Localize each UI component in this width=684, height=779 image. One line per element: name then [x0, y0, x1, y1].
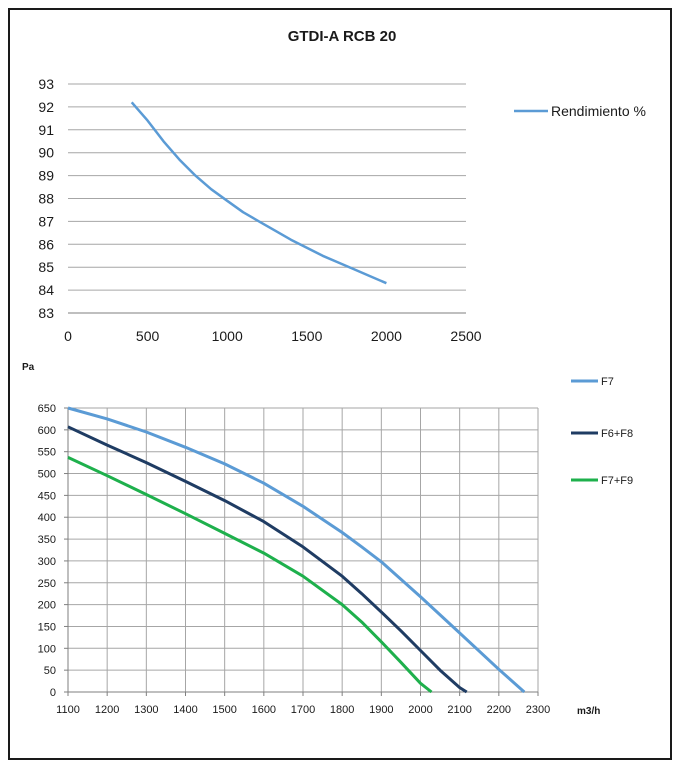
chart2-y-tick-label: 50	[44, 665, 56, 677]
chart1-legend-label: Rendimiento %	[551, 103, 646, 119]
chart2-x-tick-label: 2300	[526, 704, 550, 716]
chart-frame	[8, 8, 672, 760]
chart2-series-line-f6-f8	[67, 425, 468, 694]
chart2-y-tick-label: 150	[38, 621, 56, 633]
chart1-y-tick-label: 87	[38, 213, 54, 229]
chart2-x-tick-label: 2100	[447, 704, 471, 716]
chart2-legend-label-f7: F7	[601, 376, 614, 388]
chart1-x-tick-label: 1000	[212, 328, 243, 344]
chart1-x-tick-label: 0	[64, 328, 72, 344]
chart2-x-tick-label: 1600	[252, 704, 276, 716]
chart1-y-tick-label: 86	[38, 236, 54, 252]
chart2-x-tick-label: 1500	[212, 704, 236, 716]
chart2-series-line-f7	[67, 406, 526, 694]
chart2-legend-label-f7-f9: F7+F9	[601, 475, 633, 487]
chart2-y-tick-label: 550	[38, 447, 56, 459]
chart1-y-tick-label: 93	[38, 76, 54, 92]
chart1-y-tick-label: 84	[38, 282, 54, 298]
chart2-x-tick-label: 1700	[291, 704, 315, 716]
chart1-y-tick-label: 85	[38, 259, 54, 275]
chart1-x-tick-label: 2000	[371, 328, 402, 344]
chart2-y-tick-label: 600	[38, 425, 56, 437]
chart1-title: GTDI-A RCB 20	[288, 28, 397, 45]
chart2-y-tick-label: 100	[38, 643, 56, 655]
chart2-y-axis-title: Pa	[22, 362, 35, 373]
chart2-y-tick-label: 400	[38, 512, 56, 524]
chart1-x-tick-label: 2500	[450, 328, 481, 344]
chart1-x-tick-label: 500	[136, 328, 160, 344]
chart2-y-tick-label: 250	[38, 578, 56, 590]
chart1-y-tick-label: 91	[38, 122, 54, 138]
chart2-y-tick-label: 0	[50, 687, 56, 699]
chart2-x-tick-label: 1900	[369, 704, 393, 716]
chart2-x-tick-label: 2000	[408, 704, 432, 716]
chart2-y-tick-label: 200	[38, 600, 56, 612]
chart2-x-axis-title: m3/h	[577, 706, 600, 717]
chart1-y-tick-label: 90	[38, 145, 54, 161]
chart1-y-tick-label: 89	[38, 168, 54, 184]
chart1-x-tick-label: 1500	[291, 328, 322, 344]
chart2-y-tick-label: 650	[38, 403, 56, 415]
chart2-x-tick-label: 1100	[56, 704, 80, 716]
chart2-y-tick-label: 350	[38, 534, 56, 546]
chart2-x-tick-label: 1800	[330, 704, 354, 716]
chart2-x-tick-label: 1200	[95, 704, 119, 716]
chart2-y-tick-label: 450	[38, 490, 56, 502]
chart2-x-tick-label: 2200	[487, 704, 511, 716]
chart2-y-tick-label: 500	[38, 469, 56, 481]
chart2-x-tick-label: 1300	[134, 704, 158, 716]
chart2-y-tick-label: 300	[38, 556, 56, 568]
chart1-y-tick-label: 92	[38, 99, 54, 115]
chart1-series-line-rendimiento	[130, 101, 387, 285]
chart2-x-tick-label: 1400	[173, 704, 197, 716]
chart1-y-tick-label: 88	[38, 191, 54, 207]
chart1-y-tick-label: 83	[38, 305, 54, 321]
chart2-legend-label-f6-f8: F6+F8	[601, 428, 633, 440]
chart2-series-line-f7-f9	[67, 456, 433, 694]
